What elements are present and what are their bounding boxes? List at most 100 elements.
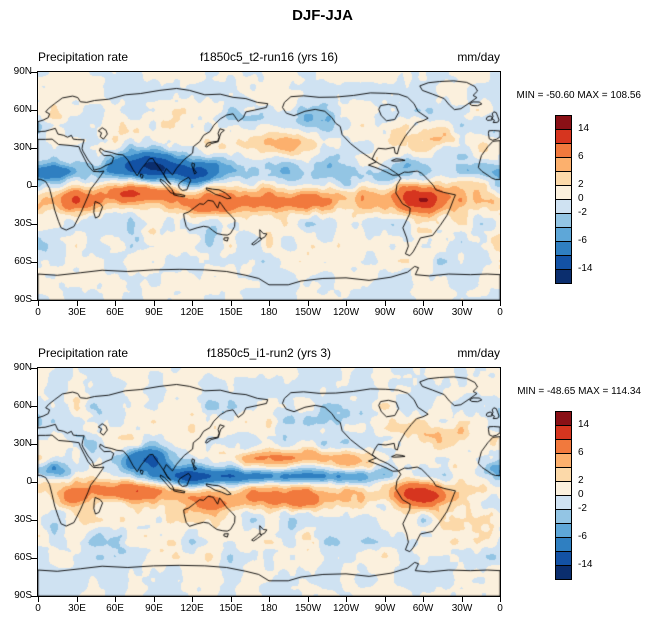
colorbar-box (555, 537, 572, 552)
colorbar-box (555, 425, 572, 440)
lat-tick-label: 60N (13, 104, 32, 115)
colorbar-tick-label: -14 (578, 559, 593, 570)
colorbar-tick-label: -14 (578, 263, 593, 274)
lon-tick-label: 90W (374, 603, 396, 614)
lat-tick-label: 30S (14, 514, 32, 525)
lat-tick-mark (31, 110, 37, 111)
lat-tick-mark (31, 262, 37, 263)
colorbar-box (555, 495, 572, 510)
colorbar-box (555, 523, 572, 538)
lon-tick-mark (462, 301, 463, 306)
colorbar-tick-label: 0 (578, 489, 584, 500)
lon-tick-label: 30W (451, 307, 473, 318)
colorbar-box (555, 269, 572, 284)
colorbar-tick-label: -6 (578, 235, 587, 246)
lat-tick-label: 90S (14, 294, 32, 305)
colorbar-box (555, 411, 572, 426)
lon-tick-label: 60E (106, 307, 124, 318)
colorbar-box (555, 481, 572, 496)
panel1-map (37, 71, 501, 301)
colorbar-box (555, 213, 572, 228)
lon-tick-label: 30E (68, 307, 86, 318)
lon-tick-label: 120W (332, 603, 360, 614)
panel1-map-canvas (38, 72, 500, 300)
colorbar-box (555, 467, 572, 482)
lat-tick-mark (31, 224, 37, 225)
lat-tick-label: 90S (14, 590, 32, 601)
lat-tick-mark (31, 406, 37, 407)
lat-tick-label: 90N (13, 66, 32, 77)
panel1-units-label: mm/day (457, 50, 500, 64)
colorbar-box (555, 255, 572, 270)
lon-tick-label: 90E (145, 307, 163, 318)
lon-tick-mark (462, 597, 463, 602)
lon-tick-mark (38, 597, 39, 602)
lon-tick-label: 60W (412, 603, 434, 614)
lon-tick-label: 150W (294, 603, 322, 614)
lon-tick-mark (346, 597, 347, 602)
panel2-run-title: f1850c5_i1-run2 (yrs 3) (206, 346, 332, 360)
panel2-map (37, 367, 501, 597)
colorbar-box (555, 157, 572, 172)
lon-tick-mark (154, 301, 155, 306)
lat-tick-mark (31, 72, 37, 73)
colorbar-box (555, 227, 572, 242)
lon-tick-mark (269, 597, 270, 602)
lon-tick-mark (231, 597, 232, 602)
colorbar-tick-label: 0 (578, 193, 584, 204)
lon-tick-label: 30W (451, 603, 473, 614)
lon-tick-mark (77, 301, 78, 306)
lon-tick-mark (115, 301, 116, 306)
lat-tick-label: 60N (13, 400, 32, 411)
colorbar-tick-label: -2 (578, 207, 587, 218)
lon-tick-mark (192, 597, 193, 602)
lat-tick-mark (31, 368, 37, 369)
lon-tick-mark (385, 301, 386, 306)
lon-tick-label: 120E (180, 603, 204, 614)
lon-tick-label: 90E (145, 603, 163, 614)
lon-tick-label: 0 (35, 603, 41, 614)
lat-tick-label: 60S (14, 552, 32, 563)
lat-tick-mark (31, 558, 37, 559)
lat-tick-label: 0 (26, 476, 32, 487)
lat-tick-mark (31, 148, 37, 149)
colorbar-tick-label: 14 (578, 419, 590, 430)
lon-tick-mark (423, 597, 424, 602)
lon-tick-label: 0 (497, 603, 503, 614)
figure-title: DJF-JJA (292, 7, 353, 24)
colorbar-tick-label: -6 (578, 531, 587, 542)
colorbar-tick-label: 6 (578, 447, 584, 458)
lon-tick-mark (38, 301, 39, 306)
panel1-variable-label: Precipitation rate (38, 50, 129, 64)
lon-tick-label: 0 (497, 307, 503, 318)
lon-tick-mark (192, 301, 193, 306)
lon-tick-mark (500, 301, 501, 306)
colorbar-tick-label: 14 (578, 123, 590, 134)
lat-tick-label: 0 (26, 180, 32, 191)
lat-tick-label: 60S (14, 256, 32, 267)
colorbar-box (555, 199, 572, 214)
lon-tick-mark (500, 597, 501, 602)
lon-tick-mark (231, 301, 232, 306)
panel2-minmax-label: MIN = -48.65 MAX = 114.34 (517, 386, 641, 397)
panel1-minmax-label: MIN = -50.60 MAX = 108.56 (516, 90, 641, 101)
colorbar-box (555, 129, 572, 144)
lat-tick-mark (31, 300, 37, 301)
colorbar-box (555, 143, 572, 158)
lat-tick-mark (31, 520, 37, 521)
lon-tick-label: 120E (180, 307, 204, 318)
lon-tick-label: 180 (260, 603, 278, 614)
colorbar-tick-label: 2 (578, 475, 584, 486)
lon-tick-label: 60E (106, 603, 124, 614)
panel1-run-title: f1850c5_t2-run16 (yrs 16) (199, 50, 339, 64)
lon-tick-mark (269, 301, 270, 306)
lon-tick-mark (385, 597, 386, 602)
colorbar-box (555, 115, 572, 130)
colorbar-box (555, 241, 572, 256)
colorbar-tick-label: -2 (578, 503, 587, 514)
lon-tick-label: 30E (68, 603, 86, 614)
lon-tick-label: 60W (412, 307, 434, 318)
lon-tick-label: 0 (35, 307, 41, 318)
lon-tick-mark (423, 301, 424, 306)
